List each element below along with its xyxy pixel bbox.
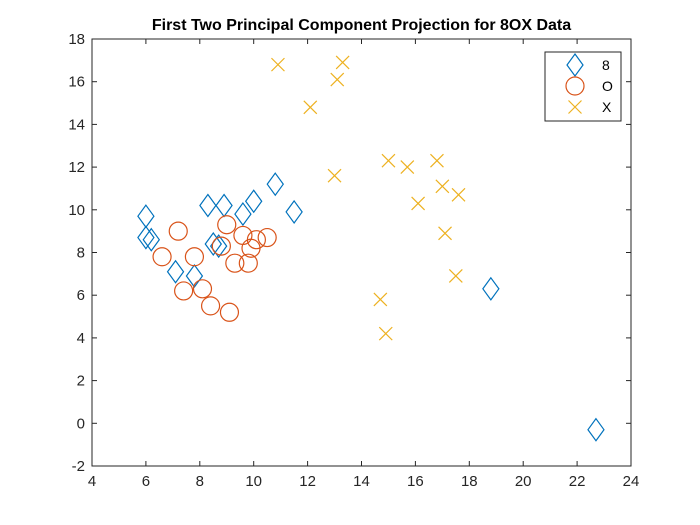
x-tick-label: 8 (196, 473, 204, 490)
y-tick-label: 14 (68, 116, 85, 133)
data-point-x (411, 196, 426, 211)
data-point-x (451, 187, 466, 202)
data-point-x (378, 326, 393, 341)
y-tick-label: 12 (68, 159, 85, 176)
data-point-x (448, 269, 463, 283)
x-tick-label: 4 (88, 473, 96, 490)
data-point-x (400, 160, 415, 175)
y-tick-label: 2 (77, 373, 85, 390)
series-circle (152, 215, 277, 322)
y-tick-label: -2 (72, 458, 85, 475)
data-point-x (438, 226, 452, 241)
data-point-x (381, 153, 396, 168)
x-tick-label: 18 (461, 473, 478, 490)
data-point-circle (225, 253, 245, 273)
data-point-diamond (166, 259, 185, 284)
y-tick-label: 6 (77, 287, 85, 304)
data-point-circle (211, 236, 231, 256)
data-points (137, 55, 605, 442)
y-tick-label: 10 (68, 202, 85, 219)
data-point-circle (219, 302, 240, 322)
data-point-diamond (199, 193, 217, 218)
x-tick-label: 16 (407, 473, 424, 490)
series-x (271, 55, 466, 341)
data-point-x (271, 57, 285, 72)
data-point-circle (168, 221, 188, 241)
data-point-circle (246, 230, 266, 250)
legend-label: O (602, 78, 613, 94)
legend-marker-diamond (566, 52, 584, 78)
data-point-circle (257, 227, 277, 248)
chart-title: First Two Principal Component Projection… (152, 17, 571, 34)
y-tick-label: 18 (68, 31, 85, 48)
legend-label: 8 (602, 57, 610, 73)
data-point-x (335, 55, 350, 70)
data-point-diamond (137, 225, 155, 250)
data-point-diamond (142, 227, 161, 252)
axes-background (92, 39, 631, 466)
x-tick-label: 22 (569, 473, 586, 490)
data-point-circle (184, 247, 205, 267)
data-point-circle (217, 215, 237, 235)
data-point-circle (192, 279, 213, 299)
legend-label: X (602, 99, 612, 115)
x-tick-label: 24 (623, 473, 640, 490)
plot-area (92, 39, 631, 466)
y-tick-label: 8 (77, 245, 85, 262)
data-point-x (373, 292, 388, 307)
data-point-circle (174, 281, 194, 301)
y-tick-label: 4 (77, 330, 85, 347)
y-tick-label: 0 (77, 415, 85, 432)
data-point-diamond (204, 231, 223, 256)
data-point-diamond (266, 172, 285, 197)
x-tick-label: 14 (353, 473, 370, 490)
legend: 8 OX (544, 51, 622, 122)
data-point-circle (200, 296, 221, 316)
data-point-circle (152, 247, 172, 267)
x-tick-label: 12 (299, 473, 316, 490)
data-point-x (303, 100, 318, 115)
x-tick-label: 6 (142, 473, 150, 490)
data-point-diamond (285, 199, 303, 224)
data-point-x (327, 168, 342, 183)
x-tick-label: 20 (515, 473, 532, 490)
legend-box (544, 51, 622, 122)
data-point-circle (238, 253, 258, 273)
data-point-diamond (244, 189, 263, 214)
data-point-x (435, 179, 450, 194)
data-point-diamond (234, 202, 252, 227)
data-point-diamond (587, 417, 605, 442)
data-point-diamond (482, 276, 500, 301)
x-tick-label: 10 (245, 473, 262, 490)
legend-marker-x (568, 100, 582, 114)
y-tick-label: 16 (68, 74, 85, 91)
legend-marker-circle (565, 76, 585, 96)
data-point-x (430, 153, 444, 168)
data-point-x (330, 72, 345, 87)
data-point-diamond (185, 263, 204, 289)
